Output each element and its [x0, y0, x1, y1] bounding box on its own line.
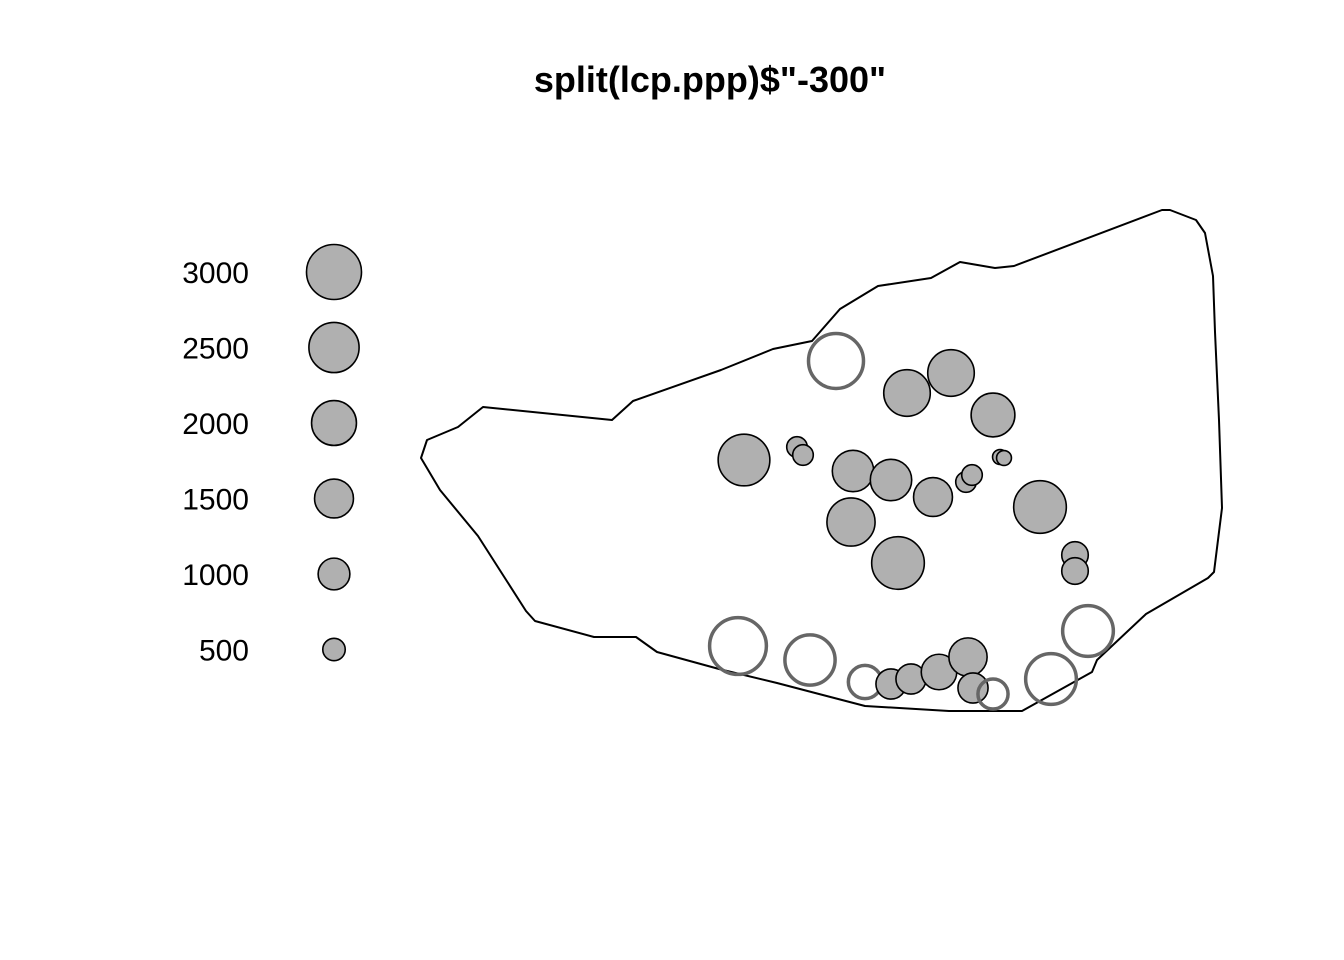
legend-symbol [308, 321, 360, 374]
chart-title: split(lcp.ppp)$"-300" [534, 59, 886, 100]
filled-point-mark [826, 497, 876, 547]
legend-symbol [317, 557, 351, 591]
legend-label: 1000 [182, 559, 249, 592]
filled-point-mark [869, 458, 913, 502]
legend-symbol [305, 243, 363, 301]
filled-point-mark [926, 348, 976, 398]
filled-point-mark [960, 463, 984, 487]
legend-label: 2000 [182, 408, 249, 441]
legend-label: 3000 [182, 257, 249, 290]
filled-point-mark [948, 637, 988, 677]
open-point-mark [783, 633, 837, 687]
open-point-mark [976, 677, 1010, 711]
legend-label: 1500 [182, 484, 249, 517]
filled-point-mark [957, 672, 989, 704]
legend: 3000 2500 2000 1500 1000 500 [182, 243, 363, 668]
filled-point-mark [1060, 556, 1090, 586]
legend-label: 2500 [182, 333, 249, 366]
filled-point-mark [791, 443, 815, 467]
filled-point-mark [831, 449, 875, 493]
legend-label: 500 [199, 635, 249, 668]
filled-point-mark [882, 368, 932, 418]
open-point-mark [806, 331, 866, 391]
legend-symbol [310, 399, 358, 447]
filled-point-mark [912, 476, 954, 518]
filled-point-mark [970, 392, 1016, 438]
point-marks [707, 331, 1116, 711]
legend-symbol [321, 637, 347, 662]
open-point-mark [1060, 603, 1116, 659]
open-point-mark [1023, 651, 1079, 707]
observation-window-outline [420, 209, 1223, 712]
filled-point-mark [995, 449, 1013, 467]
open-point-mark [707, 615, 769, 677]
filled-point-mark [717, 433, 771, 487]
filled-point-mark [1012, 479, 1068, 535]
filled-point-mark [870, 535, 926, 591]
legend-symbol [313, 478, 355, 519]
